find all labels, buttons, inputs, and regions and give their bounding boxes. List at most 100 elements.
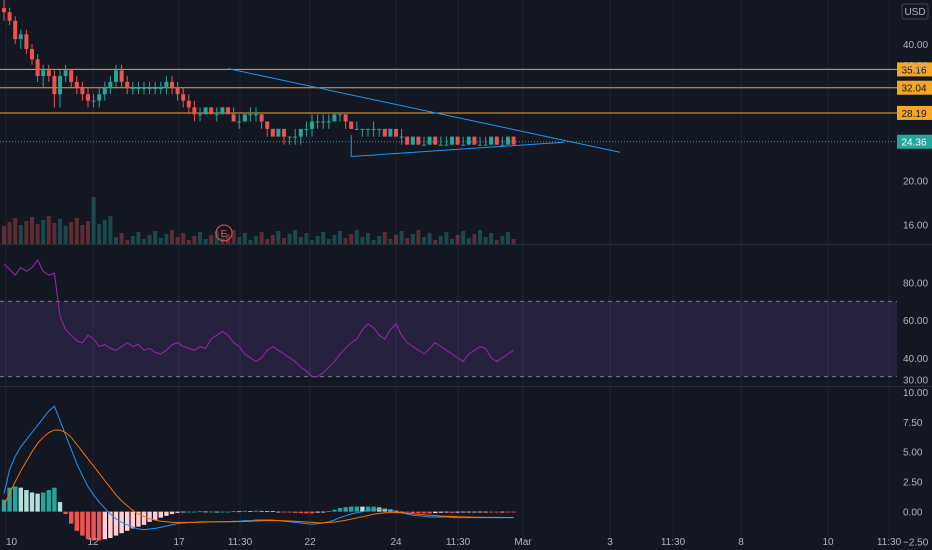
volume-bar [24,221,29,244]
price-panel[interactable]: 35.16 32.04 28.19 24.36 E [0,0,932,244]
macd-line [3,405,514,531]
rsi-line [3,259,514,378]
candle-body [147,87,152,89]
macd-hist-bar [326,511,331,512]
trendline [227,68,621,153]
macd-hist-bar [214,511,219,513]
macd-hist-bar [321,511,326,513]
candle-body [270,128,275,137]
volume-bar [461,231,466,244]
time-axis-label: 10 [6,537,18,548]
rsi-panel[interactable]: 80.00 60.00 40.00 30.00 [0,259,928,386]
volume-bar [483,237,488,244]
macd-hist-bar [203,511,208,513]
candle-body [18,34,23,40]
candle-body [427,136,432,145]
time-axis-label: 11:30 [661,537,686,548]
time-axis[interactable]: 10 12 17 11:30 22 24 11:30 Mar 3 11:30 8 10 11:30 [6,537,902,548]
macd-hist-bar [365,506,371,512]
candle-body [108,81,113,88]
price-tick: 16.00 [903,221,928,232]
candle-body [136,87,141,89]
volume-bar [500,236,505,244]
candle-body [198,114,202,116]
last-price-tag [897,134,932,149]
volume-bar [164,234,169,244]
currency-badge-box[interactable] [901,3,929,20]
volume-bar [349,234,354,244]
candle-body [293,136,298,138]
candle-body [433,136,438,145]
candle-body [326,121,331,123]
rsi-tick: 40.00 [903,354,928,365]
earnings-marker[interactable]: E [215,224,233,242]
volume-bar [80,225,85,244]
volume-bar [119,233,124,244]
candle-body [377,128,382,130]
macd-hist-bar [276,511,281,513]
time-axis-label: Mar [514,537,532,548]
volume-bar [209,235,214,244]
time-axis-label: 11:30 [228,537,253,548]
volume-bar [422,237,426,244]
volume-bar [388,239,393,244]
macd-hist-bar [225,511,231,513]
last-price-label: 24.36 [901,138,926,149]
candle-body [366,128,370,130]
macd-hist-bar [175,511,180,513]
macd-hist-bar [18,487,23,512]
candle-body [310,121,314,129]
volume-bar [86,221,90,244]
currency-badge[interactable]: USD [901,3,929,20]
candle-body [2,8,6,13]
time-axis-label: 8 [738,537,744,548]
candle-body [214,114,219,116]
volume-bar [472,234,477,244]
macd-tick: 5.00 [903,448,923,459]
macd-panel[interactable]: 10.00 7.50 5.00 2.50 0.00 −2.50 [1,388,929,549]
volume-bar [58,219,62,244]
candle-body [192,107,197,115]
macd-hist-bar [483,511,488,513]
macd-hist-bar [181,511,186,513]
candle-body [321,121,326,123]
candle-body [461,144,466,146]
candle-body [125,81,130,88]
candle-body [438,144,443,146]
volume-bar [433,240,438,244]
candle-body [24,34,29,49]
candle-body [382,128,387,137]
candle-body [114,70,118,82]
macd-hist-bar [511,511,516,513]
price-tick: 40.00 [903,40,928,51]
volume-bar [158,238,163,244]
macd-hist-bar [421,511,427,514]
rsi-tick: 80.00 [903,279,928,290]
candle-body [80,87,85,95]
macd-hist-bar [24,490,29,512]
volume-bar [181,233,186,244]
price-axis[interactable]: USD 40.00 20.00 16.00 36.00 [901,3,929,232]
macd-hist-bar [416,511,421,514]
volume-bar [7,222,12,244]
candle-body [343,114,348,122]
earnings-marker-circle[interactable] [215,224,233,242]
macd-hist-bar [102,511,107,540]
volume-bar [2,226,6,244]
trendlines[interactable] [227,68,621,158]
volume-bar [343,238,348,244]
candle-body [254,114,258,116]
macd-hist-bar [427,511,432,514]
horizontal-levels[interactable]: 35.16 32.04 28.19 24.36 [0,62,932,149]
macd-hist-bar [113,511,119,536]
candle-body [102,87,107,95]
candle-body [130,87,135,89]
candle-body [511,136,516,145]
macd-hist-bar [354,506,359,512]
candle-body [315,121,320,123]
volume-bar [186,240,191,244]
macd-hist-bar [449,511,455,513]
volume-bar [102,220,107,244]
macd-hist-bar [337,508,343,512]
